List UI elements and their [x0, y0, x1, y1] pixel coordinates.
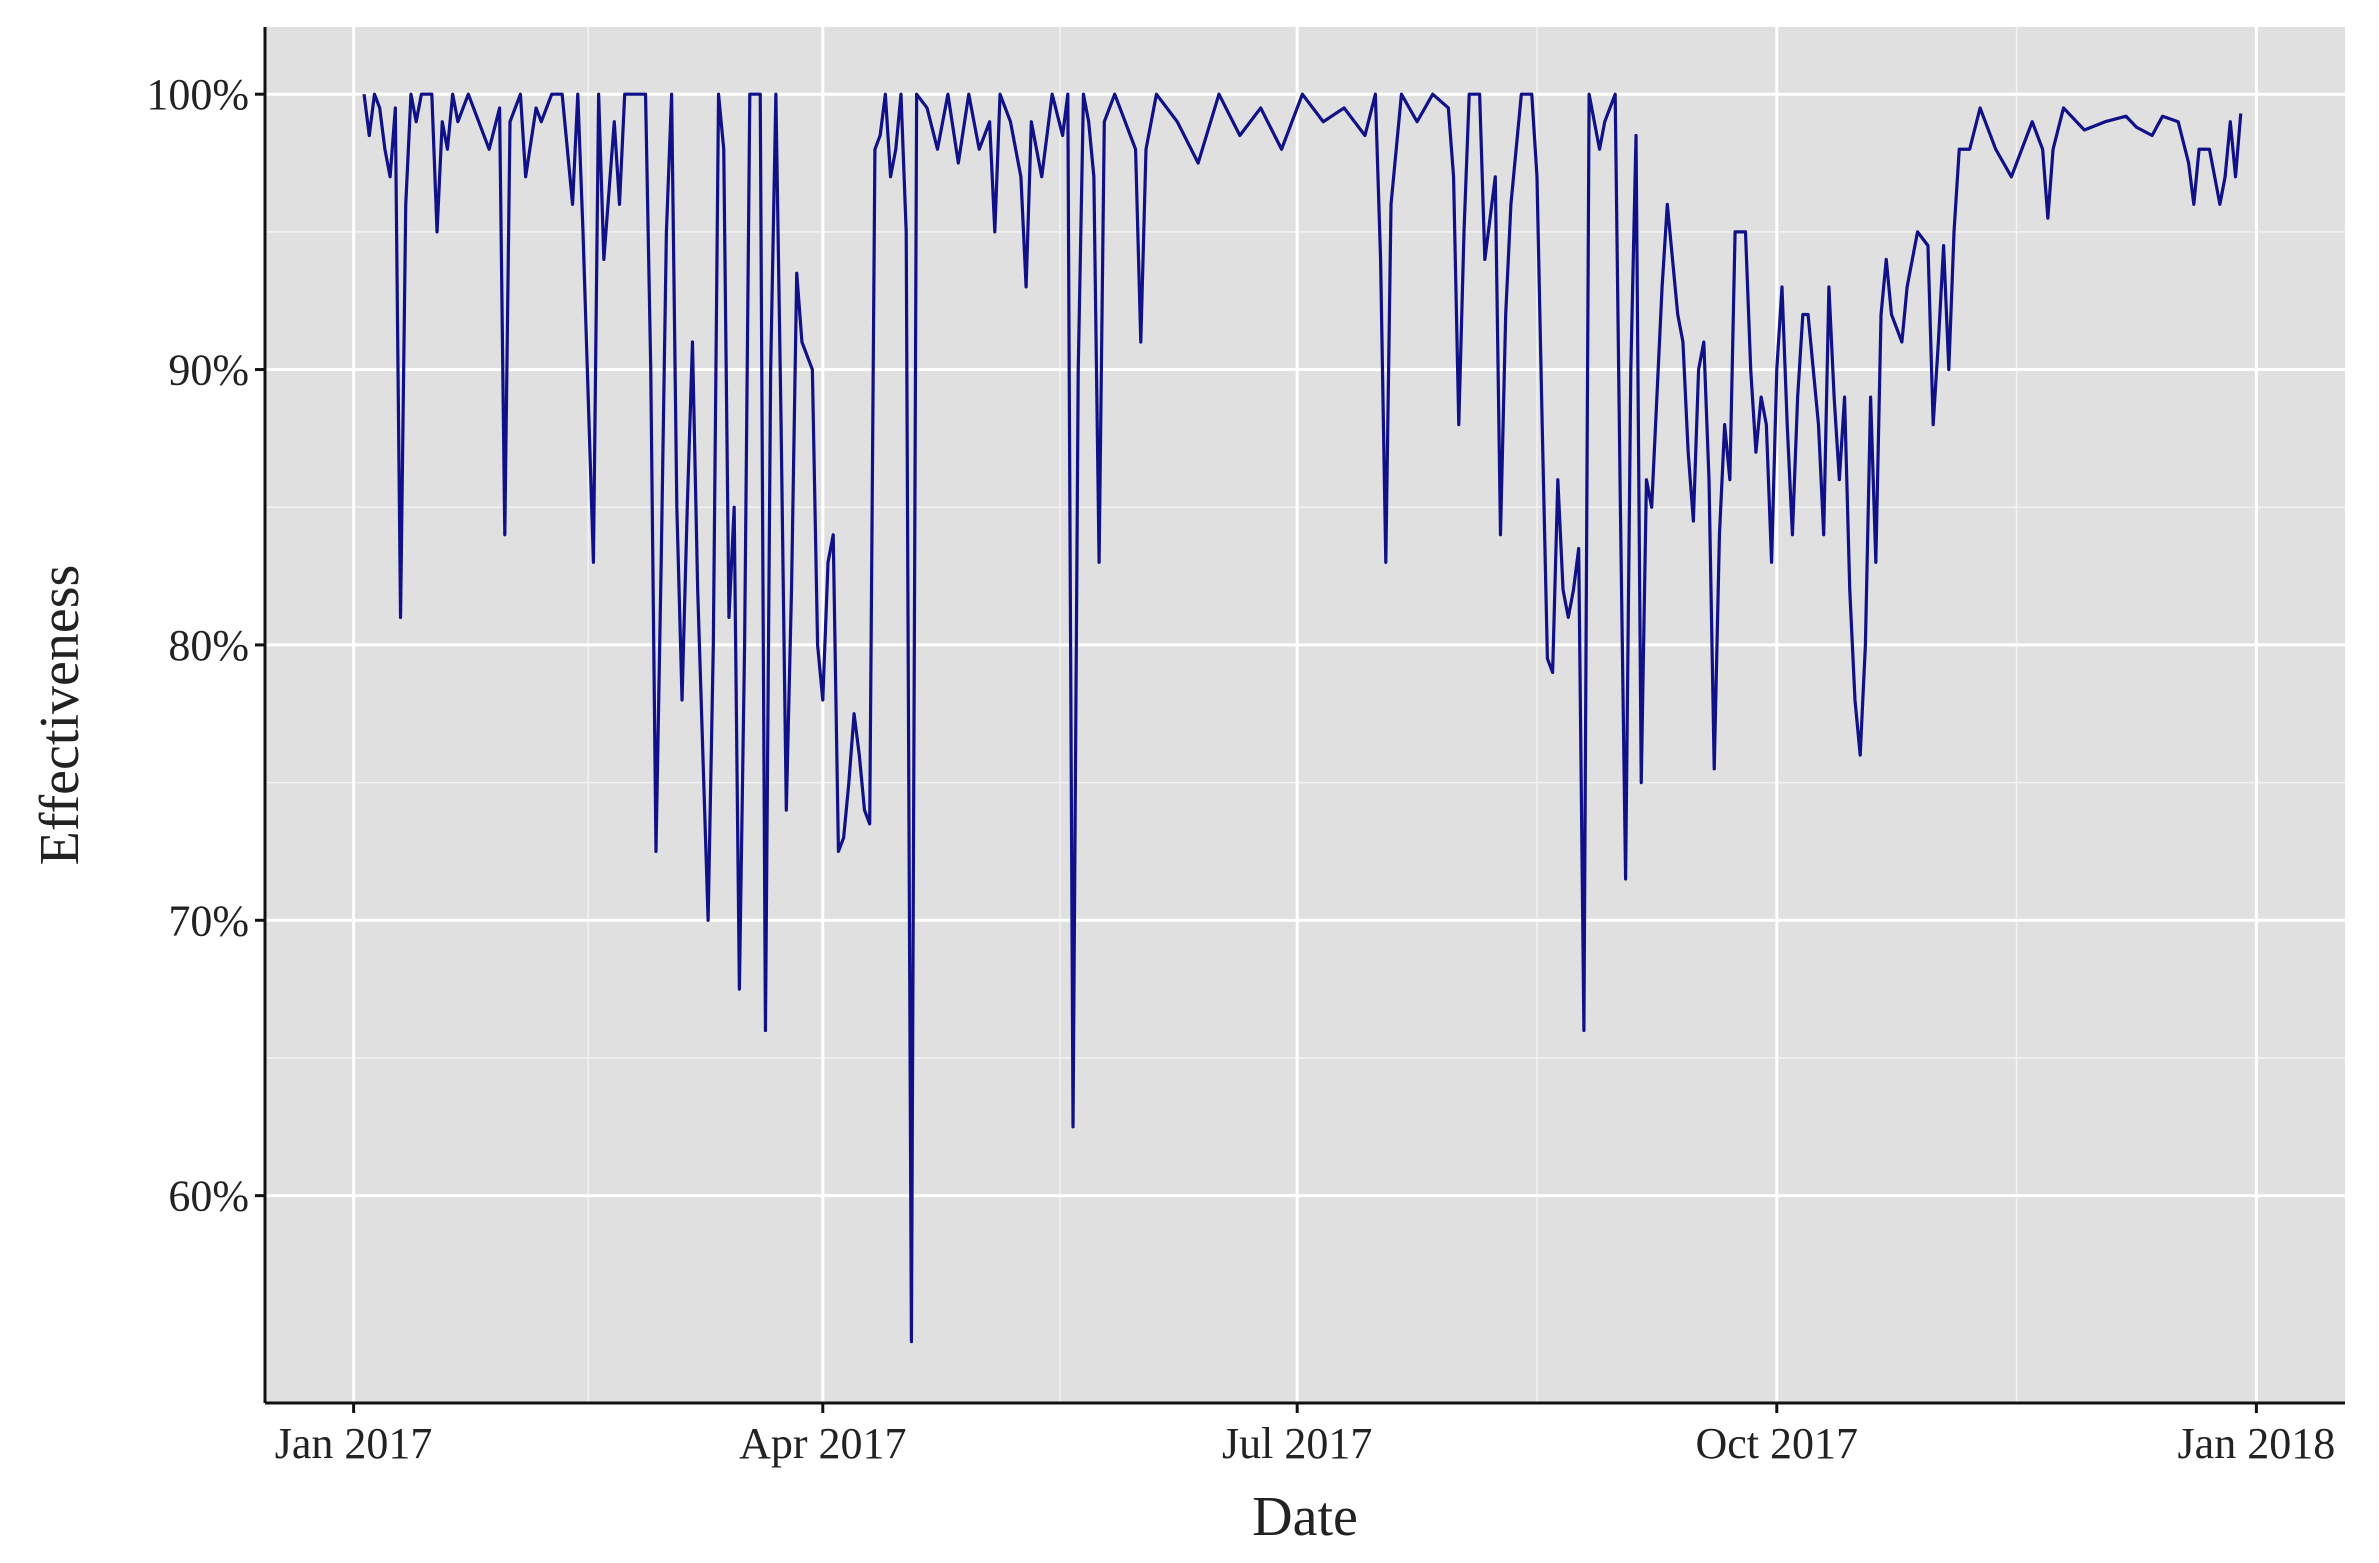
x-tick-label: Apr 2017 [739, 1419, 906, 1468]
y-tick-label: 70% [168, 896, 249, 945]
x-tick-label: Jan 2017 [275, 1419, 433, 1468]
x-tick-label: Oct 2017 [1696, 1419, 1859, 1468]
y-tick-label: 60% [168, 1172, 249, 1221]
x-axis-title: Date [1252, 1486, 1358, 1548]
plot-area [362, 92, 2243, 1344]
y-tick-label: 90% [168, 346, 249, 395]
x-tick-label: Jan 2018 [2178, 1419, 2336, 1468]
data-line [362, 92, 2243, 1344]
grid [265, 27, 2345, 1403]
y-tick-label: 100% [146, 70, 249, 119]
x-tick-label: Jul 2017 [1222, 1419, 1372, 1468]
y-axis-title: Effectiveness [29, 565, 91, 866]
panel [265, 27, 2345, 1403]
y-tick-label: 80% [168, 621, 249, 670]
